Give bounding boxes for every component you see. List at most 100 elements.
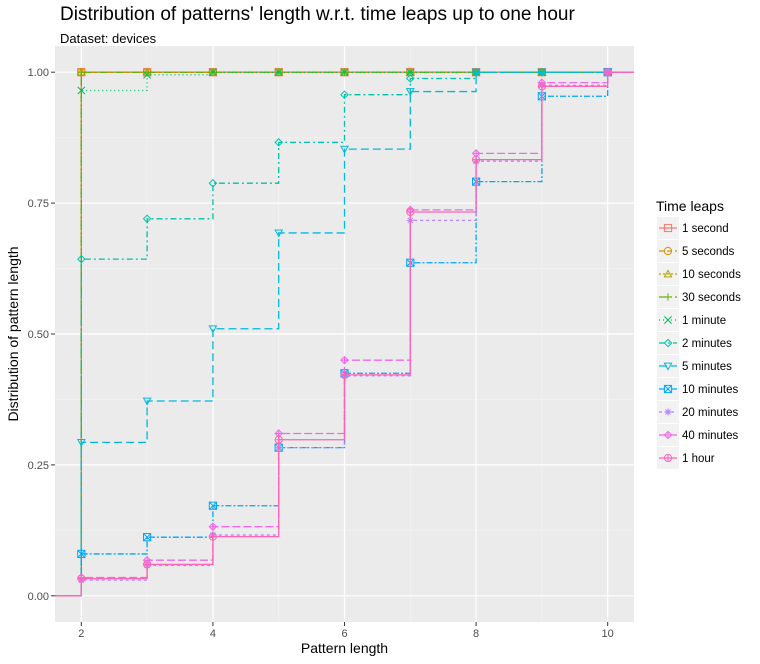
data-point-stroke	[12, 592, 19, 599]
data-point-shape	[405, 74, 415, 83]
data-point	[208, 325, 218, 334]
legend-title: Time leaps	[656, 198, 724, 214]
data-point-shape	[77, 549, 86, 559]
data-point	[208, 522, 218, 532]
data-point-stroke	[670, 69, 677, 76]
legend-item: 5 seconds	[657, 240, 735, 262]
data-point	[208, 178, 218, 188]
data-point-stroke	[13, 593, 18, 598]
data-point	[142, 214, 152, 224]
y-axis-label: Distribution of pattern length	[5, 246, 21, 421]
legend-label: 1 second	[682, 223, 729, 235]
legend-item: 5 minutes	[657, 355, 732, 377]
data-point-shape	[12, 592, 19, 599]
legend-label: 1 minute	[682, 315, 726, 327]
data-point	[12, 592, 19, 599]
legend-key-marker-stroke	[665, 409, 671, 415]
data-point-stroke	[208, 501, 217, 510]
data-point	[670, 69, 677, 76]
legend-key-marker	[663, 453, 673, 463]
data-point	[12, 592, 19, 599]
legend-key-marker-stroke	[664, 316, 672, 324]
data-point	[405, 88, 415, 97]
data-point	[274, 229, 284, 238]
series-1-hour	[12, 68, 677, 599]
data-point-shape	[340, 145, 349, 154]
legend-label: 2 minutes	[682, 338, 732, 350]
data-point-shape	[670, 69, 677, 76]
data-point	[670, 69, 677, 76]
legend-key-marker	[663, 430, 673, 440]
legend-item: 1 second	[657, 217, 729, 239]
x-tick-label: 2	[78, 628, 84, 640]
data-point-stroke	[143, 533, 152, 542]
legend-label: 10 seconds	[682, 269, 741, 281]
legend-item: 1 hour	[657, 447, 715, 469]
legend-key-marker	[663, 338, 673, 348]
data-point	[77, 86, 86, 95]
data-point-shape	[142, 397, 152, 406]
data-point-stroke	[671, 70, 676, 75]
data-point	[142, 397, 152, 406]
data-point-shape	[12, 593, 19, 599]
data-point-stroke	[274, 68, 283, 77]
legend-item: 20 minutes	[657, 401, 739, 423]
data-point-shape	[12, 592, 19, 599]
data-point	[12, 592, 19, 599]
legend-label: 5 seconds	[682, 246, 735, 258]
y-tick-label: 0.25	[28, 460, 49, 472]
legend-item: 30 seconds	[657, 286, 741, 308]
data-point	[274, 68, 283, 77]
legend-key-marker-shape	[663, 246, 673, 256]
data-point-stroke	[77, 86, 86, 95]
x-tick-label: 8	[473, 628, 479, 640]
legend-item: 10 minutes	[657, 378, 739, 400]
data-point-stroke	[12, 592, 19, 599]
y-tick-label: 0.50	[28, 329, 49, 341]
data-point	[77, 574, 86, 583]
legend-key-marker	[664, 293, 672, 301]
axes-layer: 2 4 6 8 10 0.00 0.25 0.50 0.75 1.00	[28, 67, 614, 640]
data-point-shape	[670, 69, 677, 76]
data-point	[670, 69, 677, 76]
legend-key-marker	[664, 316, 672, 324]
legend-key-marker	[663, 362, 673, 371]
data-point-stroke	[208, 68, 217, 77]
data-point	[12, 592, 19, 599]
data-point-shape	[208, 501, 218, 510]
legend-label: 1 hour	[682, 453, 715, 465]
data-point-stroke	[13, 593, 18, 598]
legend-label: 5 minutes	[682, 361, 732, 373]
data-point	[208, 532, 218, 541]
legend-items: 1 second 5 seconds 10 seconds 30 seconds 1 m…	[657, 217, 741, 469]
data-point-shape	[405, 88, 415, 97]
data-point-shape	[12, 592, 19, 599]
data-point	[340, 68, 349, 77]
data-point-shape	[670, 69, 677, 75]
data-point-shape	[471, 68, 481, 77]
x-tick-label: 4	[210, 628, 216, 640]
series-layer	[12, 67, 677, 599]
legend-item: 2 minutes	[657, 332, 732, 354]
data-point-shape	[670, 69, 677, 76]
data-point	[471, 68, 481, 77]
x-tick-label: 10	[602, 628, 614, 640]
data-point-shape	[340, 90, 349, 100]
legend-item: 1 minute	[657, 309, 726, 331]
data-point	[208, 68, 217, 77]
legend-label: 40 minutes	[682, 430, 739, 442]
data-point	[340, 355, 349, 365]
legend-key-marker-shape	[663, 384, 673, 394]
y-tick-label: 0.75	[28, 198, 49, 210]
data-point	[77, 254, 86, 264]
data-point	[670, 69, 677, 76]
data-point-shape	[670, 69, 677, 75]
series-line	[55, 71, 634, 597]
data-point	[670, 69, 677, 76]
data-point	[405, 74, 415, 83]
data-point-shape	[274, 229, 284, 238]
data-point	[471, 155, 481, 164]
data-point	[143, 533, 152, 542]
